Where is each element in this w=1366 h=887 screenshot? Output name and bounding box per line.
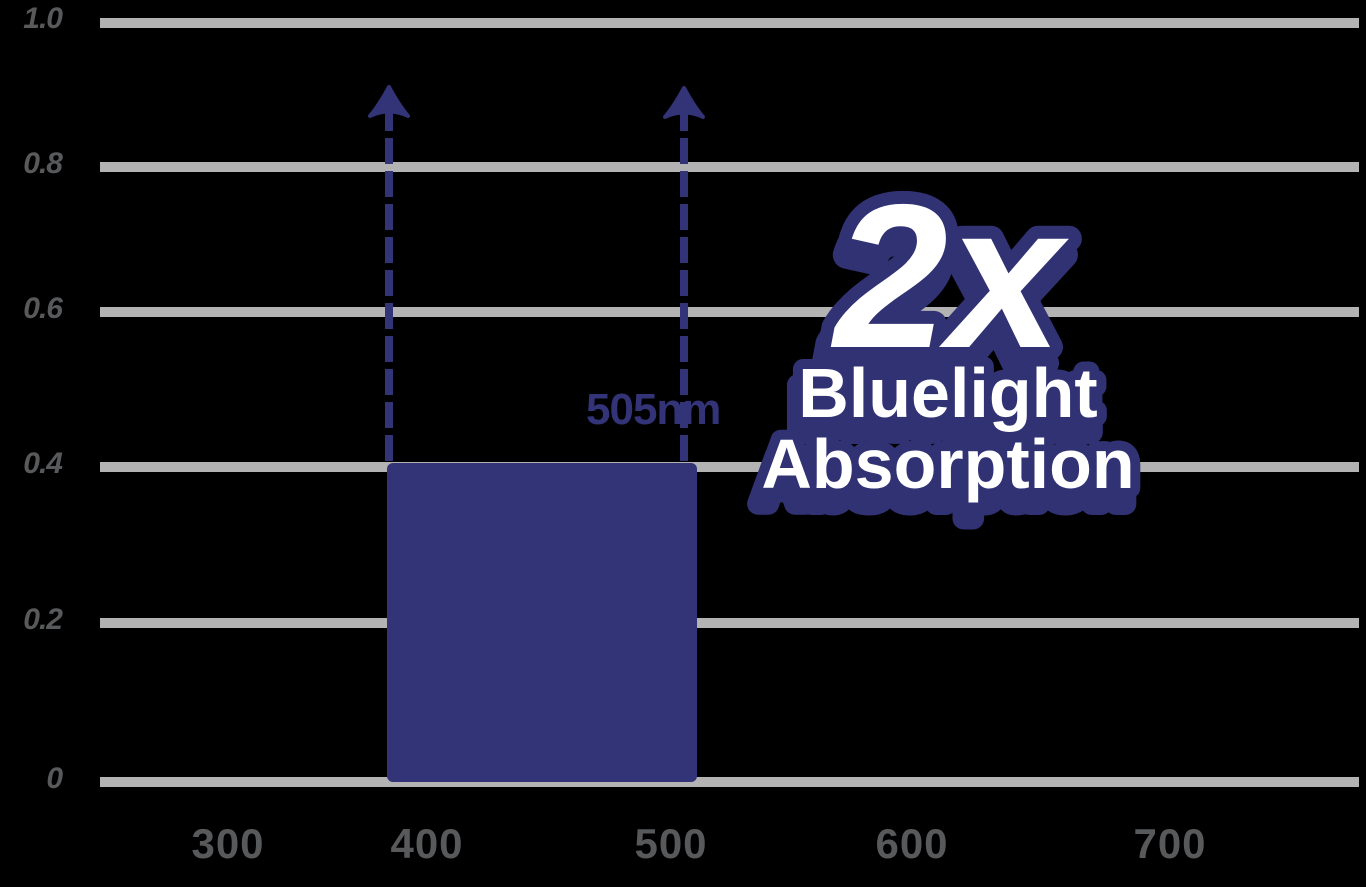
gridline-0.6 xyxy=(100,307,1359,317)
y-tick-0.4: 0.4 xyxy=(23,447,63,480)
gridline-0 xyxy=(100,777,1359,787)
gridline-0.2 xyxy=(100,618,1359,628)
left-up-arrow xyxy=(368,85,410,461)
y-tick-0.2: 0.2 xyxy=(23,603,63,636)
gridline-1.0 xyxy=(100,18,1359,28)
gridline-0.4 xyxy=(100,462,1359,472)
gridline-0.8 xyxy=(100,162,1359,172)
right-up-arrow xyxy=(663,86,705,461)
badge: 2x Bluelight Absorption xyxy=(751,149,1144,513)
badge-2x-ghost: 2x xyxy=(825,178,1064,407)
absorption-bar xyxy=(387,463,697,782)
x-tick-500: 500 xyxy=(634,820,708,867)
x-tick-400: 400 xyxy=(390,820,464,867)
x-tick-700: 700 xyxy=(1133,820,1207,867)
x-tick-300: 300 xyxy=(191,820,265,867)
badge-bluelight-ghost: Bluelight xyxy=(793,370,1092,448)
y-tick-0: 0 xyxy=(46,762,63,795)
y-tick-1.0: 1.0 xyxy=(23,2,63,35)
y-tick-0.6: 0.6 xyxy=(23,292,63,325)
x-tick-600: 600 xyxy=(875,820,949,867)
badge-ghost-layer: 2x Bluelight Absorption xyxy=(745,164,1140,530)
badge-2x-text: 2x xyxy=(830,162,1069,391)
badge-absorption-text: Absorption xyxy=(761,425,1134,503)
badge-absorption-ghost: Absorption xyxy=(756,441,1129,519)
badge-bluelight-text: Bluelight xyxy=(798,354,1097,432)
y-tick-0.8: 0.8 xyxy=(23,147,63,180)
peak-wavelength-label: 505nm xyxy=(586,385,721,434)
